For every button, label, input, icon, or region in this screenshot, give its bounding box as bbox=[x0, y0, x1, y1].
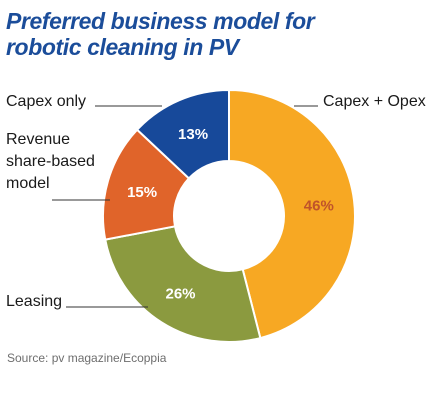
chart-title-line-2: robotic cleaning in PV bbox=[6, 34, 239, 60]
chart-title: Preferred business model for robotic cle… bbox=[6, 8, 426, 60]
category-label-capex-only: Capex only bbox=[6, 93, 86, 110]
category-label-leasing: Leasing bbox=[6, 293, 62, 310]
category-label-revenue-share-based-model: Revenue share-based model bbox=[6, 131, 95, 192]
value-label-capex-opex: 46% bbox=[304, 198, 334, 215]
category-label-capex-opex: Capex + Opex bbox=[323, 93, 426, 110]
value-label-leasing: 26% bbox=[165, 285, 195, 302]
slice-capex-only bbox=[135, 88, 230, 180]
value-label-revenue-share-based-model: 15% bbox=[127, 184, 157, 201]
chart-title-line-1: Preferred business model for bbox=[6, 8, 315, 34]
value-label-capex-only: 13% bbox=[178, 126, 208, 143]
slice-capex-opex bbox=[228, 88, 356, 340]
source-note: Source: pv magazine/Ecoppia bbox=[7, 351, 167, 365]
slice-leasing bbox=[104, 225, 262, 343]
